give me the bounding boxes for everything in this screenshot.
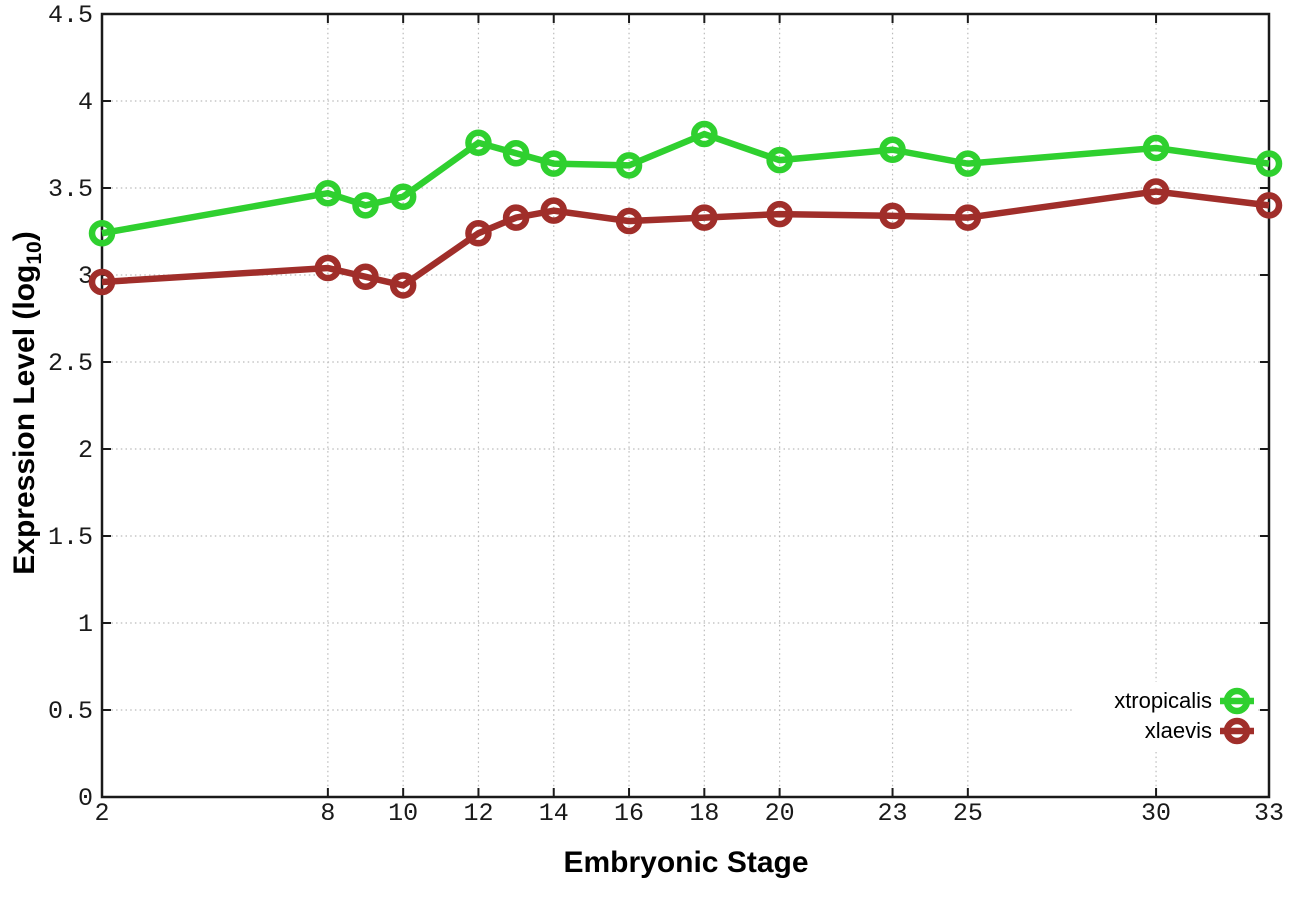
legend: xtropicalis xlaevis [1072, 682, 1256, 752]
legend-marker-xtropicalis [1220, 687, 1254, 715]
data-point-xtropicalis-stage-2 [88, 219, 116, 247]
data-point-xlaevis-stage-10 [389, 272, 417, 299]
x-tick-label-18: 18 [689, 799, 719, 828]
data-point-xtropicalis-stage-16 [615, 152, 643, 179]
grid-layer [102, 14, 1269, 797]
data-point-xlaevis-stage-30 [1142, 178, 1170, 205]
data-point-xtropicalis-stage-10 [389, 183, 417, 210]
y-tick-label-4: 4 [78, 88, 93, 117]
data-point-xtropicalis-stage-18 [691, 120, 718, 148]
x-tick-label-8: 8 [320, 799, 335, 828]
data-point-xlaevis-stage-25 [954, 204, 982, 231]
data-point-xlaevis-stage-8 [314, 254, 342, 282]
x-tick-label-14: 14 [539, 799, 569, 828]
x-tick-label-25: 25 [953, 799, 983, 828]
y-axis-title-subscript: 10 [23, 241, 46, 264]
axis-layer: 2 8 10 12 14 16 18 20 23 25 30 3300.511.522.533.544… [48, 1, 1284, 828]
y-axis-title-text: Expression Level (log [8, 265, 41, 575]
y-tick-label-3.5: 3.5 [48, 175, 93, 204]
data-point-xlaevis-stage-16 [615, 207, 643, 235]
data-point-xtropicalis-stage-20 [766, 146, 793, 174]
series-line-xlaevis [101, 188, 1270, 289]
data-point-xlaevis-stage-18 [691, 204, 718, 231]
data-point-xtropicalis-stage-14 [540, 150, 567, 177]
y-tick-label-1: 1 [78, 610, 93, 639]
legend-background [1072, 682, 1256, 752]
data-point-xlaevis-stage-13 [502, 204, 530, 231]
legend-label-xtropicalis: xtropicalis [1114, 688, 1212, 713]
data-point-xlaevis-stage-20 [766, 200, 793, 228]
x-tick-label-2: 2 [94, 799, 109, 828]
x-tick-label-33: 33 [1254, 799, 1284, 828]
x-axis-title: Embryonic Stage [563, 846, 808, 879]
y-tick-label-1.5: 1.5 [48, 523, 93, 552]
data-point-xlaevis-stage-23 [879, 202, 906, 230]
data-point-xlaevis-stage-12 [465, 219, 492, 247]
data-point-xtropicalis-stage-25 [954, 150, 982, 177]
data-point-xtropicalis-stage-8 [314, 179, 342, 207]
y-tick-label-2.5: 2.5 [48, 349, 93, 378]
data-point-xtropicalis-stage-30 [1142, 134, 1170, 162]
data-point-xlaevis-stage-2 [88, 268, 116, 296]
data-point-xtropicalis-stage-33 [1255, 150, 1283, 177]
data-point-xtropicalis-stage-9 [352, 192, 379, 219]
y-tick-label-4.5: 4.5 [48, 1, 93, 30]
data-point-xlaevis-stage-9 [352, 263, 379, 290]
plot-border [100, 12, 1271, 799]
x-tick-label-12: 12 [463, 799, 493, 828]
x-tick-label-10: 10 [388, 799, 418, 828]
data-point-xlaevis-stage-14 [540, 197, 567, 224]
data-point-xtropicalis-stage-12 [465, 129, 492, 157]
data-point-xtropicalis-stage-13 [502, 139, 530, 167]
y-tick-label-2: 2 [78, 436, 93, 465]
legend-sample-point-xtropicalis [1223, 687, 1251, 715]
legend-label-xlaevis: xlaevis [1145, 718, 1212, 743]
x-tick-label-16: 16 [614, 799, 644, 828]
data-point-xlaevis-stage-33 [1255, 192, 1283, 219]
y-tick-label-0: 0 [78, 784, 93, 813]
x-tick-label-23: 23 [878, 799, 908, 828]
y-axis-title-suffix: ) [8, 231, 41, 241]
x-tick-label-20: 20 [765, 799, 795, 828]
y-tick-label-0.5: 0.5 [48, 697, 93, 726]
data-point-xtropicalis-stage-23 [879, 136, 906, 163]
series-layer [88, 120, 1283, 299]
x-tick-label-30: 30 [1141, 799, 1171, 828]
legend-sample-point-xlaevis [1223, 717, 1251, 745]
legend-marker-xlaevis [1220, 717, 1254, 745]
y-axis-title: Expression Level (log10) [8, 231, 46, 574]
